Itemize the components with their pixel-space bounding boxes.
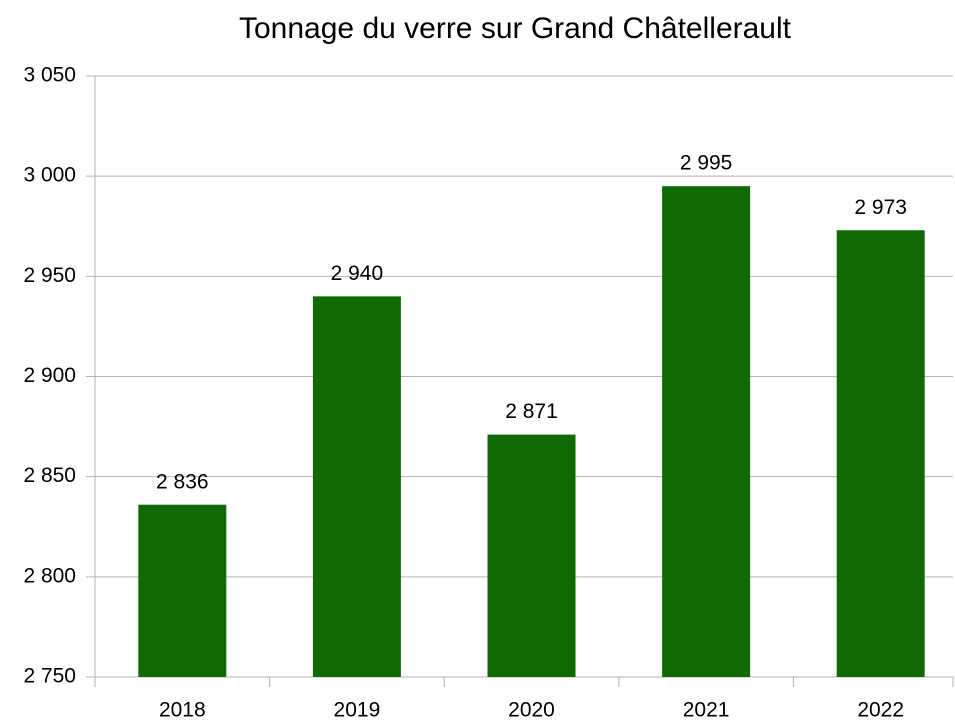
- bar: [487, 434, 576, 677]
- y-tick-label: 2 750: [23, 665, 76, 688]
- bar: [662, 186, 751, 677]
- x-tick-label: 2021: [683, 699, 730, 721]
- bar: [836, 230, 925, 678]
- y-tick-label: 2 800: [23, 564, 76, 587]
- y-tick-label: 3 000: [23, 164, 76, 187]
- y-tick-label: 2 950: [23, 264, 76, 287]
- y-tick-label: 2 900: [23, 364, 76, 387]
- x-tick-label: 2019: [334, 699, 381, 721]
- bar: [312, 296, 401, 677]
- bar: [138, 504, 227, 677]
- data-label: 2 995: [680, 152, 733, 175]
- data-label: 2 940: [331, 262, 384, 285]
- data-label: 2 836: [156, 470, 209, 493]
- data-label: 2 871: [505, 400, 558, 423]
- x-tick-label: 2018: [159, 699, 206, 721]
- y-tick-label: 3 050: [23, 64, 76, 87]
- chart-title: Tonnage du verre sur Grand Châtellerault: [239, 12, 792, 45]
- x-tick-label: 2020: [508, 699, 555, 721]
- data-label: 2 973: [854, 196, 907, 219]
- y-tick-label: 2 850: [23, 464, 76, 487]
- x-tick-label: 2022: [857, 699, 904, 721]
